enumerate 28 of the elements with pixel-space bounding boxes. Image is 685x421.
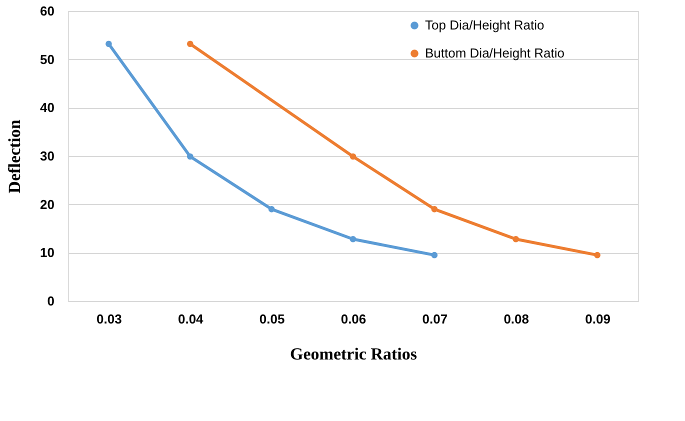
point [512,236,520,242]
x-tick-label: 0.09 [585,312,610,326]
point [431,206,438,212]
x-tick-label: 0.08 [504,312,530,326]
x-tick-label: 0.03 [96,312,122,326]
point [350,236,356,242]
x-axis-title: Geometric Ratios [290,344,418,364]
y-tick-label: 10 [40,245,54,260]
x-tick-label: 0.05 [259,312,285,326]
y-axis-title: Deflection [5,119,24,194]
x-tick-label: 0.06 [340,312,366,326]
point [106,40,112,48]
point [268,206,275,212]
y-tick-label: 40 [40,100,54,116]
point [431,252,438,258]
x-tick-label: 0.04 [178,312,204,326]
x-tick-label: 0.07 [422,312,448,326]
y-tick-label: 30 [40,148,54,164]
y-tick-label: 60 [40,4,54,18]
legend-label: Top Dia/Height Ratio [425,18,544,32]
y-tick-label: 20 [40,196,54,212]
point [350,153,356,160]
point [186,40,194,48]
point [594,252,600,258]
y-tick-label: 50 [40,52,54,67]
point [186,153,194,160]
y-tick-label: 0 [47,294,54,308]
legend-label: Buttom Dia/Height Ratio [425,46,564,60]
